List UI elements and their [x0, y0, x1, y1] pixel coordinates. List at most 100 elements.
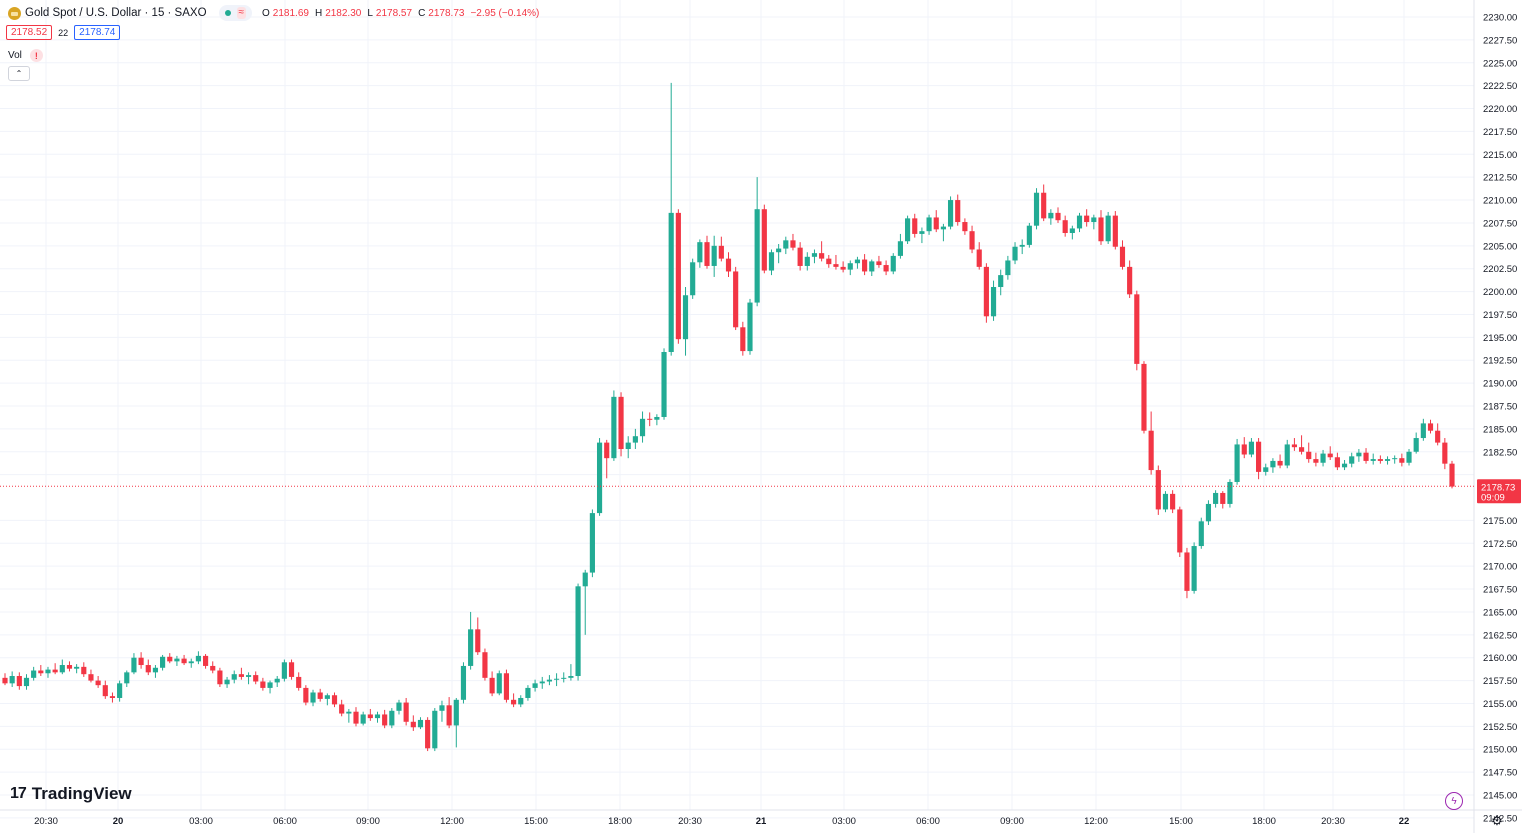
- candle-body: [1399, 458, 1405, 463]
- price-tick-label: 2190.00: [1483, 379, 1517, 390]
- candle-body: [761, 209, 767, 271]
- candle-body: [331, 695, 338, 705]
- candle-body: [983, 266, 989, 317]
- candle-body: [1127, 266, 1133, 295]
- candle-body: [1041, 192, 1047, 219]
- high-label: H: [314, 7, 323, 19]
- candle-body: [102, 685, 108, 697]
- price-tick-label: 2230.00: [1483, 13, 1517, 24]
- candle-body: [568, 676, 574, 678]
- lightning-icon[interactable]: ϟ: [1445, 792, 1463, 810]
- candle-body: [1062, 220, 1068, 234]
- market-status-pill[interactable]: ≈: [218, 5, 253, 21]
- price-tick-label: 2147.50: [1483, 768, 1517, 779]
- candle-body: [1019, 244, 1025, 247]
- candle-body: [1298, 447, 1305, 452]
- candle-body: [88, 674, 94, 681]
- tradingview-logo[interactable]: 17 TradingView: [10, 784, 132, 804]
- chevron-up-icon: ⌃: [15, 69, 23, 78]
- symbol-legend: Gold Spot / U.S. Dollar · 15 · SAXO ≈ O 2…: [8, 5, 539, 21]
- candle-body: [38, 670, 44, 674]
- candle-body: [1449, 463, 1455, 487]
- candle-body: [668, 212, 674, 352]
- candle-body: [1148, 430, 1154, 471]
- candle-body: [532, 683, 538, 688]
- gear-icon[interactable]: ⚙: [1491, 813, 1503, 828]
- candle-body: [202, 655, 209, 666]
- candle-body: [288, 662, 295, 677]
- buy-button[interactable]: 2178.74: [74, 25, 121, 40]
- candle-body: [1406, 451, 1412, 463]
- candle-body: [31, 670, 37, 678]
- candle-body: [797, 247, 803, 266]
- sell-button[interactable]: 2178.52: [6, 25, 53, 40]
- price-tick-label: 2212.50: [1483, 173, 1517, 184]
- candle-body: [360, 714, 366, 724]
- candle-body: [854, 259, 861, 264]
- candle-body: [1134, 294, 1140, 364]
- candle-body: [661, 351, 667, 417]
- price-tick-label: 2162.50: [1483, 630, 1517, 641]
- candle-body: [1033, 192, 1040, 226]
- candle-body: [639, 418, 646, 437]
- collapse-legend-button[interactable]: ⌃: [8, 66, 30, 81]
- candle-body: [976, 249, 982, 267]
- candle-body: [611, 396, 617, 459]
- data-delay-icon[interactable]: ≈: [236, 7, 247, 19]
- candle-body: [1313, 459, 1319, 463]
- candle-body: [790, 240, 796, 248]
- candle-body: [955, 200, 961, 223]
- candle-body: [1112, 215, 1118, 247]
- candle-body: [317, 692, 323, 699]
- volume-label[interactable]: Vol: [8, 50, 22, 61]
- low-value: 2178.57: [375, 7, 413, 19]
- price-tick-label: 2205.00: [1483, 241, 1517, 252]
- candle-body: [926, 217, 932, 232]
- price-tick-label: 2172.50: [1483, 539, 1517, 550]
- candle-body: [1048, 212, 1054, 219]
- candle-body: [1370, 459, 1376, 461]
- candle-body: [59, 665, 65, 673]
- candle-body: [625, 442, 631, 450]
- candle-body: [905, 218, 911, 242]
- candle-body: [460, 665, 467, 700]
- symbol-title[interactable]: Gold Spot / U.S. Dollar · 15 · SAXO: [25, 7, 207, 19]
- candle-body: [267, 682, 273, 688]
- candle-body: [826, 258, 832, 265]
- candle-body: [396, 702, 402, 711]
- candle-body: [145, 665, 151, 673]
- candle-body: [733, 271, 739, 328]
- candle-body: [374, 714, 381, 719]
- candle-body: [1291, 444, 1297, 448]
- time-tick-label: 18:00: [1252, 816, 1276, 827]
- candle-body: [281, 662, 287, 679]
- candle-body: [16, 676, 22, 687]
- candle-body: [446, 705, 452, 726]
- candle-body: [1327, 453, 1333, 458]
- open-label: O: [262, 7, 270, 19]
- price-tick-label: 2182.50: [1483, 447, 1517, 458]
- candle-body: [109, 696, 116, 698]
- candle-body: [324, 695, 330, 699]
- candle-body: [181, 658, 187, 664]
- candle-body: [253, 675, 259, 682]
- candle-body: [754, 209, 760, 303]
- candle-body: [1356, 452, 1362, 457]
- price-tick-label: 2167.50: [1483, 585, 1517, 596]
- candle-body: [9, 676, 15, 684]
- candle-body: [697, 242, 703, 263]
- candle-body: [546, 679, 552, 682]
- time-tick-label: 09:00: [356, 816, 380, 827]
- warning-icon[interactable]: !: [29, 49, 43, 62]
- candle-body: [224, 679, 230, 685]
- price-tick-label: 2195.00: [1483, 333, 1517, 344]
- candle-body: [876, 261, 882, 266]
- candle-body: [518, 697, 524, 705]
- spread-value: 22: [58, 27, 69, 38]
- candle-body: [81, 666, 87, 675]
- candle-body: [1069, 228, 1075, 234]
- candle-body: [1162, 493, 1169, 510]
- time-tick-label: 20:30: [1321, 816, 1345, 827]
- bid-ask-panel: 2178.52 22 2178.74: [6, 25, 121, 40]
